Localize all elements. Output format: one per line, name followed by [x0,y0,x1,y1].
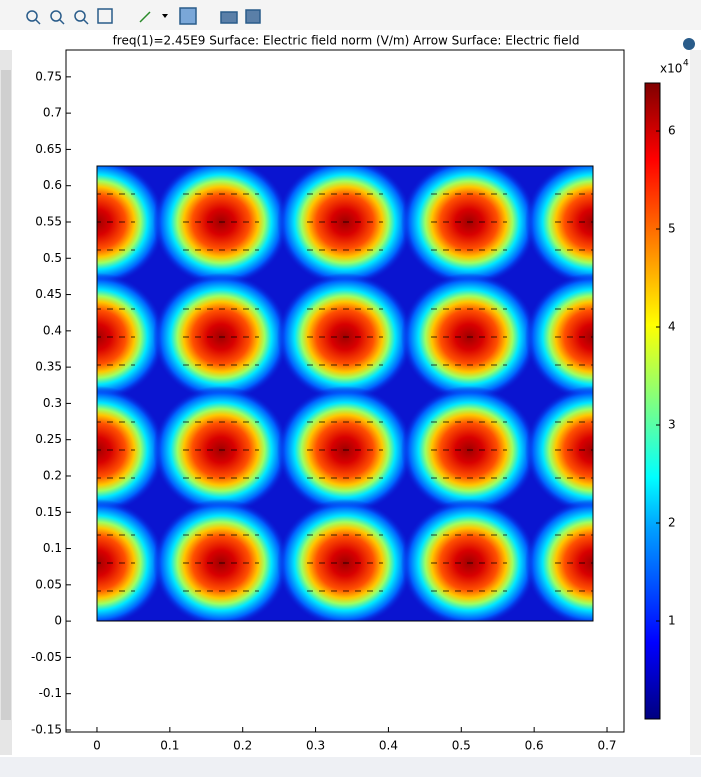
field-peak [401,499,537,621]
field-peak [277,499,413,621]
side-panel [690,50,701,755]
x-tick-label: 0.6 [525,739,544,753]
field [97,166,593,621]
field-peak [525,166,593,286]
y-tick-label: 0.35 [35,360,62,374]
y-tick-label: -0.05 [31,650,62,664]
window-icon[interactable] [683,38,695,50]
colorbar-multiplier: x10 [660,62,682,76]
colorbar-tick-label: 5 [668,222,676,236]
x-tick-label: 0 [93,739,101,753]
toolbar-icons[interactable] [26,7,261,25]
y-tick-label: 0.5 [43,251,62,265]
field-peak [97,166,165,286]
colorbar-tick-label: 6 [668,124,676,138]
field-peak [153,499,289,621]
colorbar-exponent: 4 [683,59,689,69]
y-tick-label: 0.4 [43,323,62,337]
y-tick-label: 0.05 [35,577,62,591]
colorbar-tick-label: 3 [668,418,676,432]
colorbar [644,82,661,720]
colorbar-tick-label: 4 [668,320,676,334]
y-tick-label: 0.75 [35,69,62,83]
x-tick-label: 0.4 [379,739,398,753]
domain-border [96,165,594,622]
x-tick-label: 0.5 [452,739,471,753]
y-tick-label: 0.7 [43,106,62,120]
status-bar [0,757,701,777]
y-tick-label: 0.2 [43,468,62,482]
field-peak [277,166,413,286]
y-tick-label: -0.1 [39,686,62,700]
field-peak [525,499,593,621]
x-tick-label: 0.3 [306,739,325,753]
field-peak [401,166,537,286]
colorbar-tick-label: 2 [668,516,676,530]
field-peak [97,273,165,401]
scroll-thumb[interactable] [1,70,11,720]
field-peak [97,386,165,514]
y-tick-label: -0.15 [31,722,62,736]
y-tick-label: 0 [54,614,62,628]
y-tick-label: 0.45 [35,287,62,301]
y-tick-label: 0.15 [35,505,62,519]
x-tick-label: 0.2 [233,739,252,753]
x-tick-label: 0.1 [160,739,179,753]
colorbar-tick-label: 1 [668,614,676,628]
y-tick-label: 0.65 [35,142,62,156]
field-peak [153,166,289,286]
x-tick-label: 0.7 [597,739,616,753]
toolbar [0,0,701,30]
field-peak [97,499,165,621]
plot-title: freq(1)=2.45E9 Surface: Electric field n… [113,34,580,48]
y-tick-label: 0.25 [35,432,62,446]
y-tick-label: 0.55 [35,214,62,228]
y-tick-label: 0.1 [43,541,62,555]
y-tick-label: 0.3 [43,396,62,410]
y-tick-label: 0.6 [43,178,62,192]
